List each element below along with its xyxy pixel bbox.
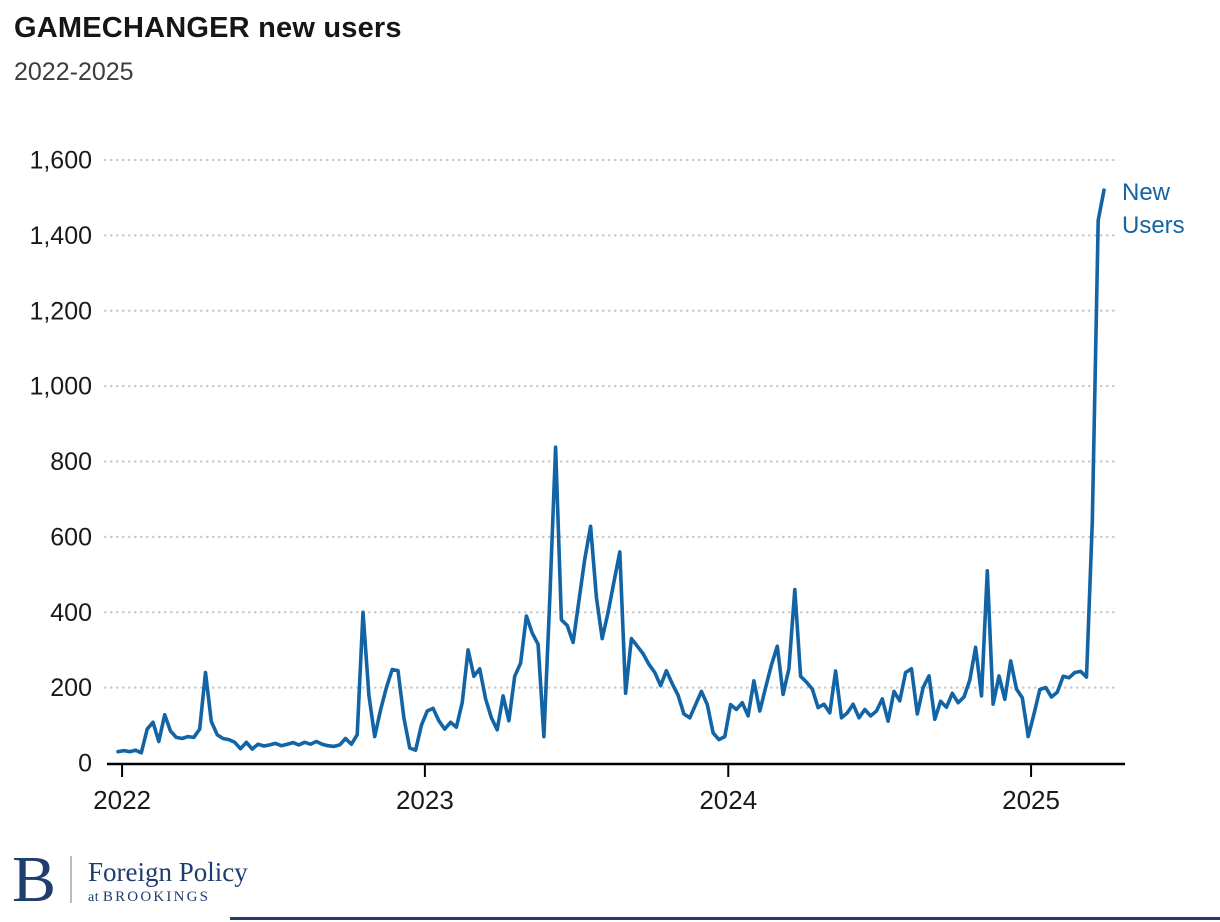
x-tick-label: 2025 [1002,785,1060,815]
new-users-line [116,188,1106,755]
y-tick-label: 800 [50,448,92,476]
x-tick-label: 2024 [699,785,757,815]
bottom-rule [230,917,1220,920]
brookings-logo: B Foreign Policy at BROOKINGS [12,843,248,916]
chart-title: GAMECHANGER new users [14,12,402,44]
new-users-line-chart: 0 200 400 600 800 1,000 1,200 1,400 1,600 2022 202… [29,147,1125,815]
logo-divider [70,856,73,903]
brand-sub-prefix: at [88,890,100,905]
series-label-new-users: New Users [1122,179,1185,239]
brand-sub-name: BROOKINGS [102,889,211,905]
chart-subtitle: 2022-2025 [14,58,134,86]
x-tick-label: 2023 [396,785,454,815]
y-tick-label: 600 [50,523,92,551]
y-tick-label: 0 [78,750,92,778]
brand-subtitle: at BROOKINGS [88,889,248,906]
y-tick-label: 1,600 [29,147,92,175]
brookings-b-logo: B [12,843,57,916]
brand-name: Foreign Policy [88,857,248,887]
y-tick-label: 1,200 [29,297,92,325]
y-tick-label: 400 [50,599,92,627]
y-tick-label: 1,400 [29,222,92,250]
x-tick-label: 2022 [93,785,151,815]
y-tick-label: 200 [50,674,92,702]
y-tick-label: 1,000 [29,373,92,401]
brand-block: Foreign Policy at BROOKINGS [88,850,248,906]
